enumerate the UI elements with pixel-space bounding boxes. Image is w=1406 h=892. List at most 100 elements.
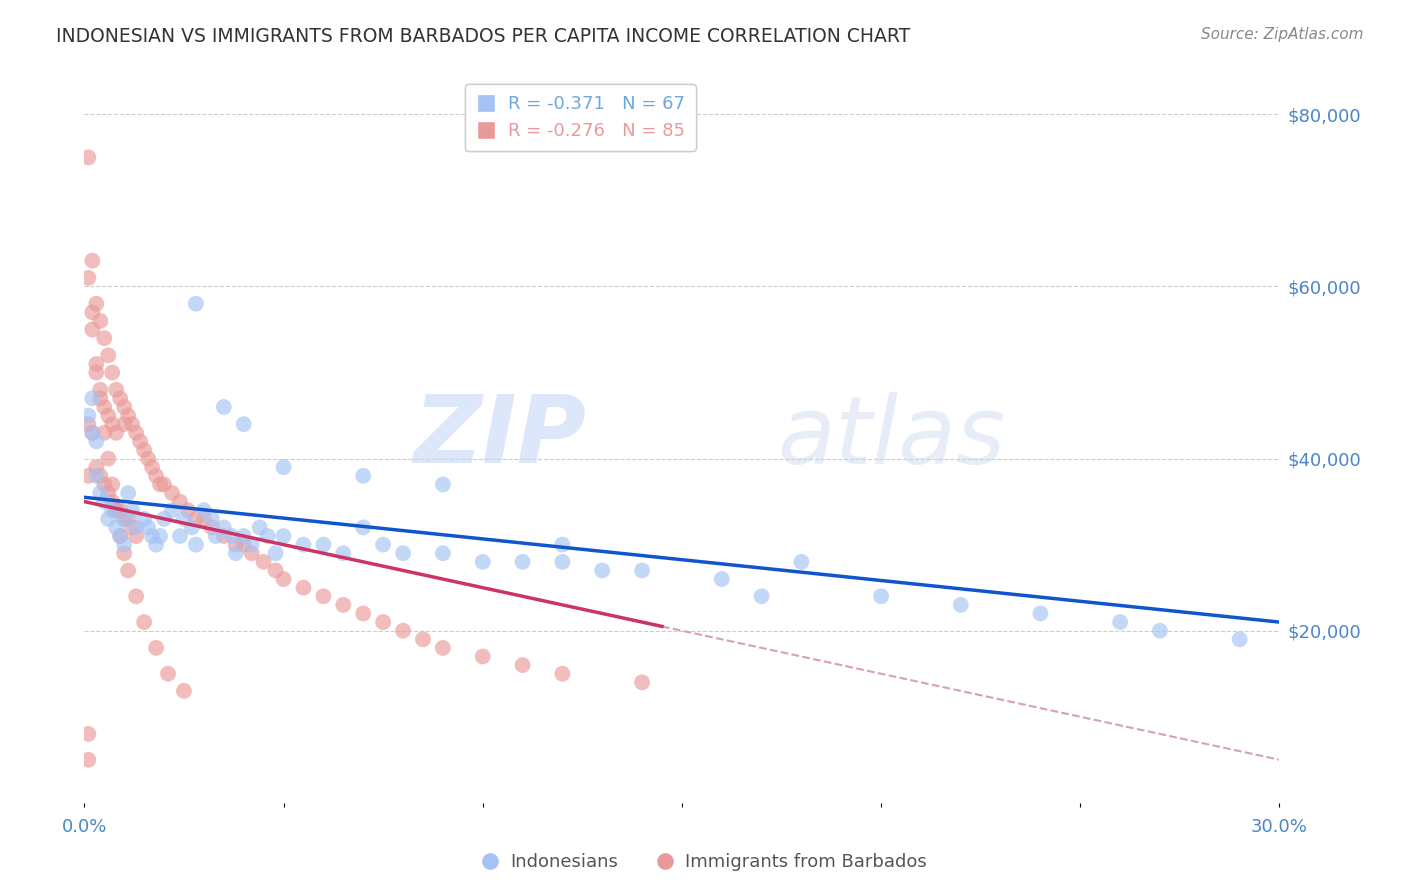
Point [512,555,534,569]
Point [145,468,167,483]
Point [352,607,374,621]
Point [332,598,354,612]
Point [97,512,120,526]
Point [112,538,135,552]
Text: atlas: atlas [778,392,1005,483]
Point [631,675,654,690]
Point [225,538,247,552]
Point [136,520,159,534]
Point [77,468,100,483]
Point [86,366,108,380]
Point [471,649,494,664]
Point [173,512,195,526]
Point [591,564,613,578]
Point [264,546,287,560]
Point [105,520,128,534]
Point [86,468,108,483]
Point [1109,615,1132,629]
Point [949,598,972,612]
Point [105,383,128,397]
Point [110,503,132,517]
Point [117,486,139,500]
Point [240,538,263,552]
Point [121,520,143,534]
Point [77,150,100,164]
Point [132,442,156,457]
Point [157,666,180,681]
Point [77,753,100,767]
Point [169,494,191,508]
Point [86,434,108,449]
Text: INDONESIAN VS IMMIGRANTS FROM BARBADOS PER CAPITA INCOME CORRELATION CHART: INDONESIAN VS IMMIGRANTS FROM BARBADOS P… [56,27,911,45]
Point [201,512,224,526]
Point [512,658,534,673]
Point [1029,607,1052,621]
Point [112,546,135,560]
Point [93,331,115,345]
Point [141,529,163,543]
Point [292,581,315,595]
Point [89,314,111,328]
Point [110,529,132,543]
Point [471,555,494,569]
Point [117,564,139,578]
Point [129,434,152,449]
Point [392,624,415,638]
Point [121,417,143,432]
Point [181,520,204,534]
Point [112,512,135,526]
Point [153,512,176,526]
Point [77,727,100,741]
Point [117,409,139,423]
Point [97,451,120,466]
Point [790,555,813,569]
Point [93,477,115,491]
Point [392,546,415,560]
Point [312,589,335,603]
Point [232,529,254,543]
Point [253,555,276,569]
Point [101,417,124,432]
Point [86,357,108,371]
Point [82,425,104,440]
Point [77,417,100,432]
Point [184,512,207,526]
Point [145,640,167,655]
Point [249,520,271,534]
Point [273,529,295,543]
Point [551,538,574,552]
Point [432,640,454,655]
Point [373,538,395,552]
Point [125,425,148,440]
Point [121,503,143,517]
Point [101,477,124,491]
Point [184,296,207,310]
Point [551,555,574,569]
Point [373,615,395,629]
Point [870,589,893,603]
Point [256,529,278,543]
Point [232,417,254,432]
Point [141,460,163,475]
Point [112,400,135,414]
Point [432,477,454,491]
Point [201,520,224,534]
Point [132,615,156,629]
Point [169,529,191,543]
Point [160,503,183,517]
Point [89,468,111,483]
Point [86,460,108,475]
Point [105,503,128,517]
Point [97,348,120,362]
Point [125,589,148,603]
Point [153,477,176,491]
Point [105,425,128,440]
Point [82,425,104,440]
Point [89,392,111,406]
Point [82,322,104,336]
Text: ZIP: ZIP [413,391,586,483]
Point [112,417,135,432]
Point [273,572,295,586]
Point [184,538,207,552]
Point [145,538,167,552]
